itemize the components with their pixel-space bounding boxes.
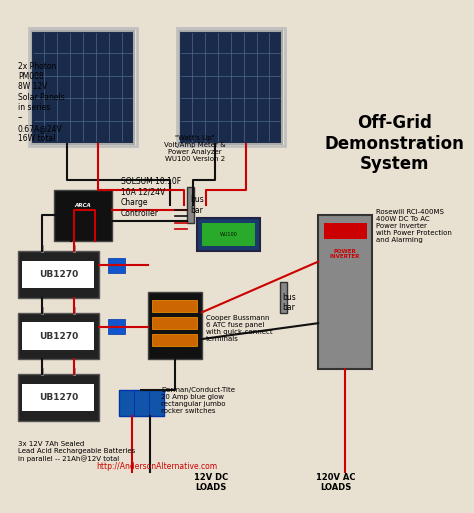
FancyBboxPatch shape: [18, 313, 99, 359]
FancyBboxPatch shape: [179, 31, 283, 144]
Text: WU100: WU100: [219, 232, 237, 237]
Text: POWER
INVERTER: POWER INVERTER: [330, 248, 360, 260]
FancyBboxPatch shape: [54, 190, 112, 241]
FancyBboxPatch shape: [201, 223, 255, 246]
Text: 2x Photon
PM008
8W 12V
Solar Panels
in series
--
0.67A@24V
16W total: 2x Photon PM008 8W 12V Solar Panels in s…: [18, 62, 64, 143]
FancyBboxPatch shape: [31, 31, 135, 144]
FancyBboxPatch shape: [22, 322, 94, 350]
Text: UB1270: UB1270: [39, 393, 78, 402]
Text: bus
bar: bus bar: [191, 195, 204, 215]
FancyBboxPatch shape: [18, 374, 99, 421]
Text: 3x 12V 7Ah Sealed
Lead Acid Rechargeable Batteries
in parallel -- 21Ah@12V total: 3x 12V 7Ah Sealed Lead Acid Rechargeable…: [18, 441, 135, 462]
FancyBboxPatch shape: [18, 251, 99, 298]
FancyBboxPatch shape: [152, 317, 197, 329]
Text: bus
bar: bus bar: [283, 293, 296, 312]
Text: UB1270: UB1270: [39, 270, 78, 279]
Text: 12V DC
LOADS: 12V DC LOADS: [193, 473, 228, 492]
FancyBboxPatch shape: [324, 223, 366, 239]
Text: "Watt's Up"
Volt/Amp Meter &
Power Analyzer
WU100 Version 2: "Watt's Up" Volt/Amp Meter & Power Analy…: [164, 134, 226, 162]
Text: Dorman/Conduct-Tite
20 Amp blue glow
rectangular jumbo
rocker switches: Dorman/Conduct-Tite 20 Amp blue glow rec…: [161, 387, 235, 413]
FancyBboxPatch shape: [197, 218, 260, 251]
FancyBboxPatch shape: [152, 301, 197, 312]
FancyBboxPatch shape: [22, 384, 94, 411]
Text: Rosewill RCI-400MS
400W DC To AC
Power Inverter
with Power Protection
and Alarmi: Rosewill RCI-400MS 400W DC To AC Power I…: [376, 209, 452, 243]
Text: ARCA: ARCA: [74, 203, 91, 208]
FancyBboxPatch shape: [152, 334, 197, 346]
Text: SOLSUM 10.10F
10A 12/24V
Charge
Controller: SOLSUM 10.10F 10A 12/24V Charge Controll…: [121, 177, 181, 218]
FancyBboxPatch shape: [22, 261, 94, 288]
Text: Cooper Bussmann
6 ATC fuse panel
with quick-connect
terminals: Cooper Bussmann 6 ATC fuse panel with qu…: [206, 315, 273, 342]
FancyBboxPatch shape: [119, 390, 164, 416]
FancyBboxPatch shape: [108, 319, 126, 334]
FancyBboxPatch shape: [187, 187, 194, 223]
FancyBboxPatch shape: [148, 292, 201, 359]
Text: UB1270: UB1270: [39, 331, 78, 341]
Text: Off-Grid
Demonstration
System: Off-Grid Demonstration System: [324, 114, 465, 173]
FancyBboxPatch shape: [318, 215, 372, 369]
FancyBboxPatch shape: [108, 258, 126, 273]
Text: 120V AC
LOADS: 120V AC LOADS: [316, 473, 356, 492]
Text: http://AndersonAlternative.com: http://AndersonAlternative.com: [96, 462, 218, 471]
FancyBboxPatch shape: [280, 282, 287, 313]
